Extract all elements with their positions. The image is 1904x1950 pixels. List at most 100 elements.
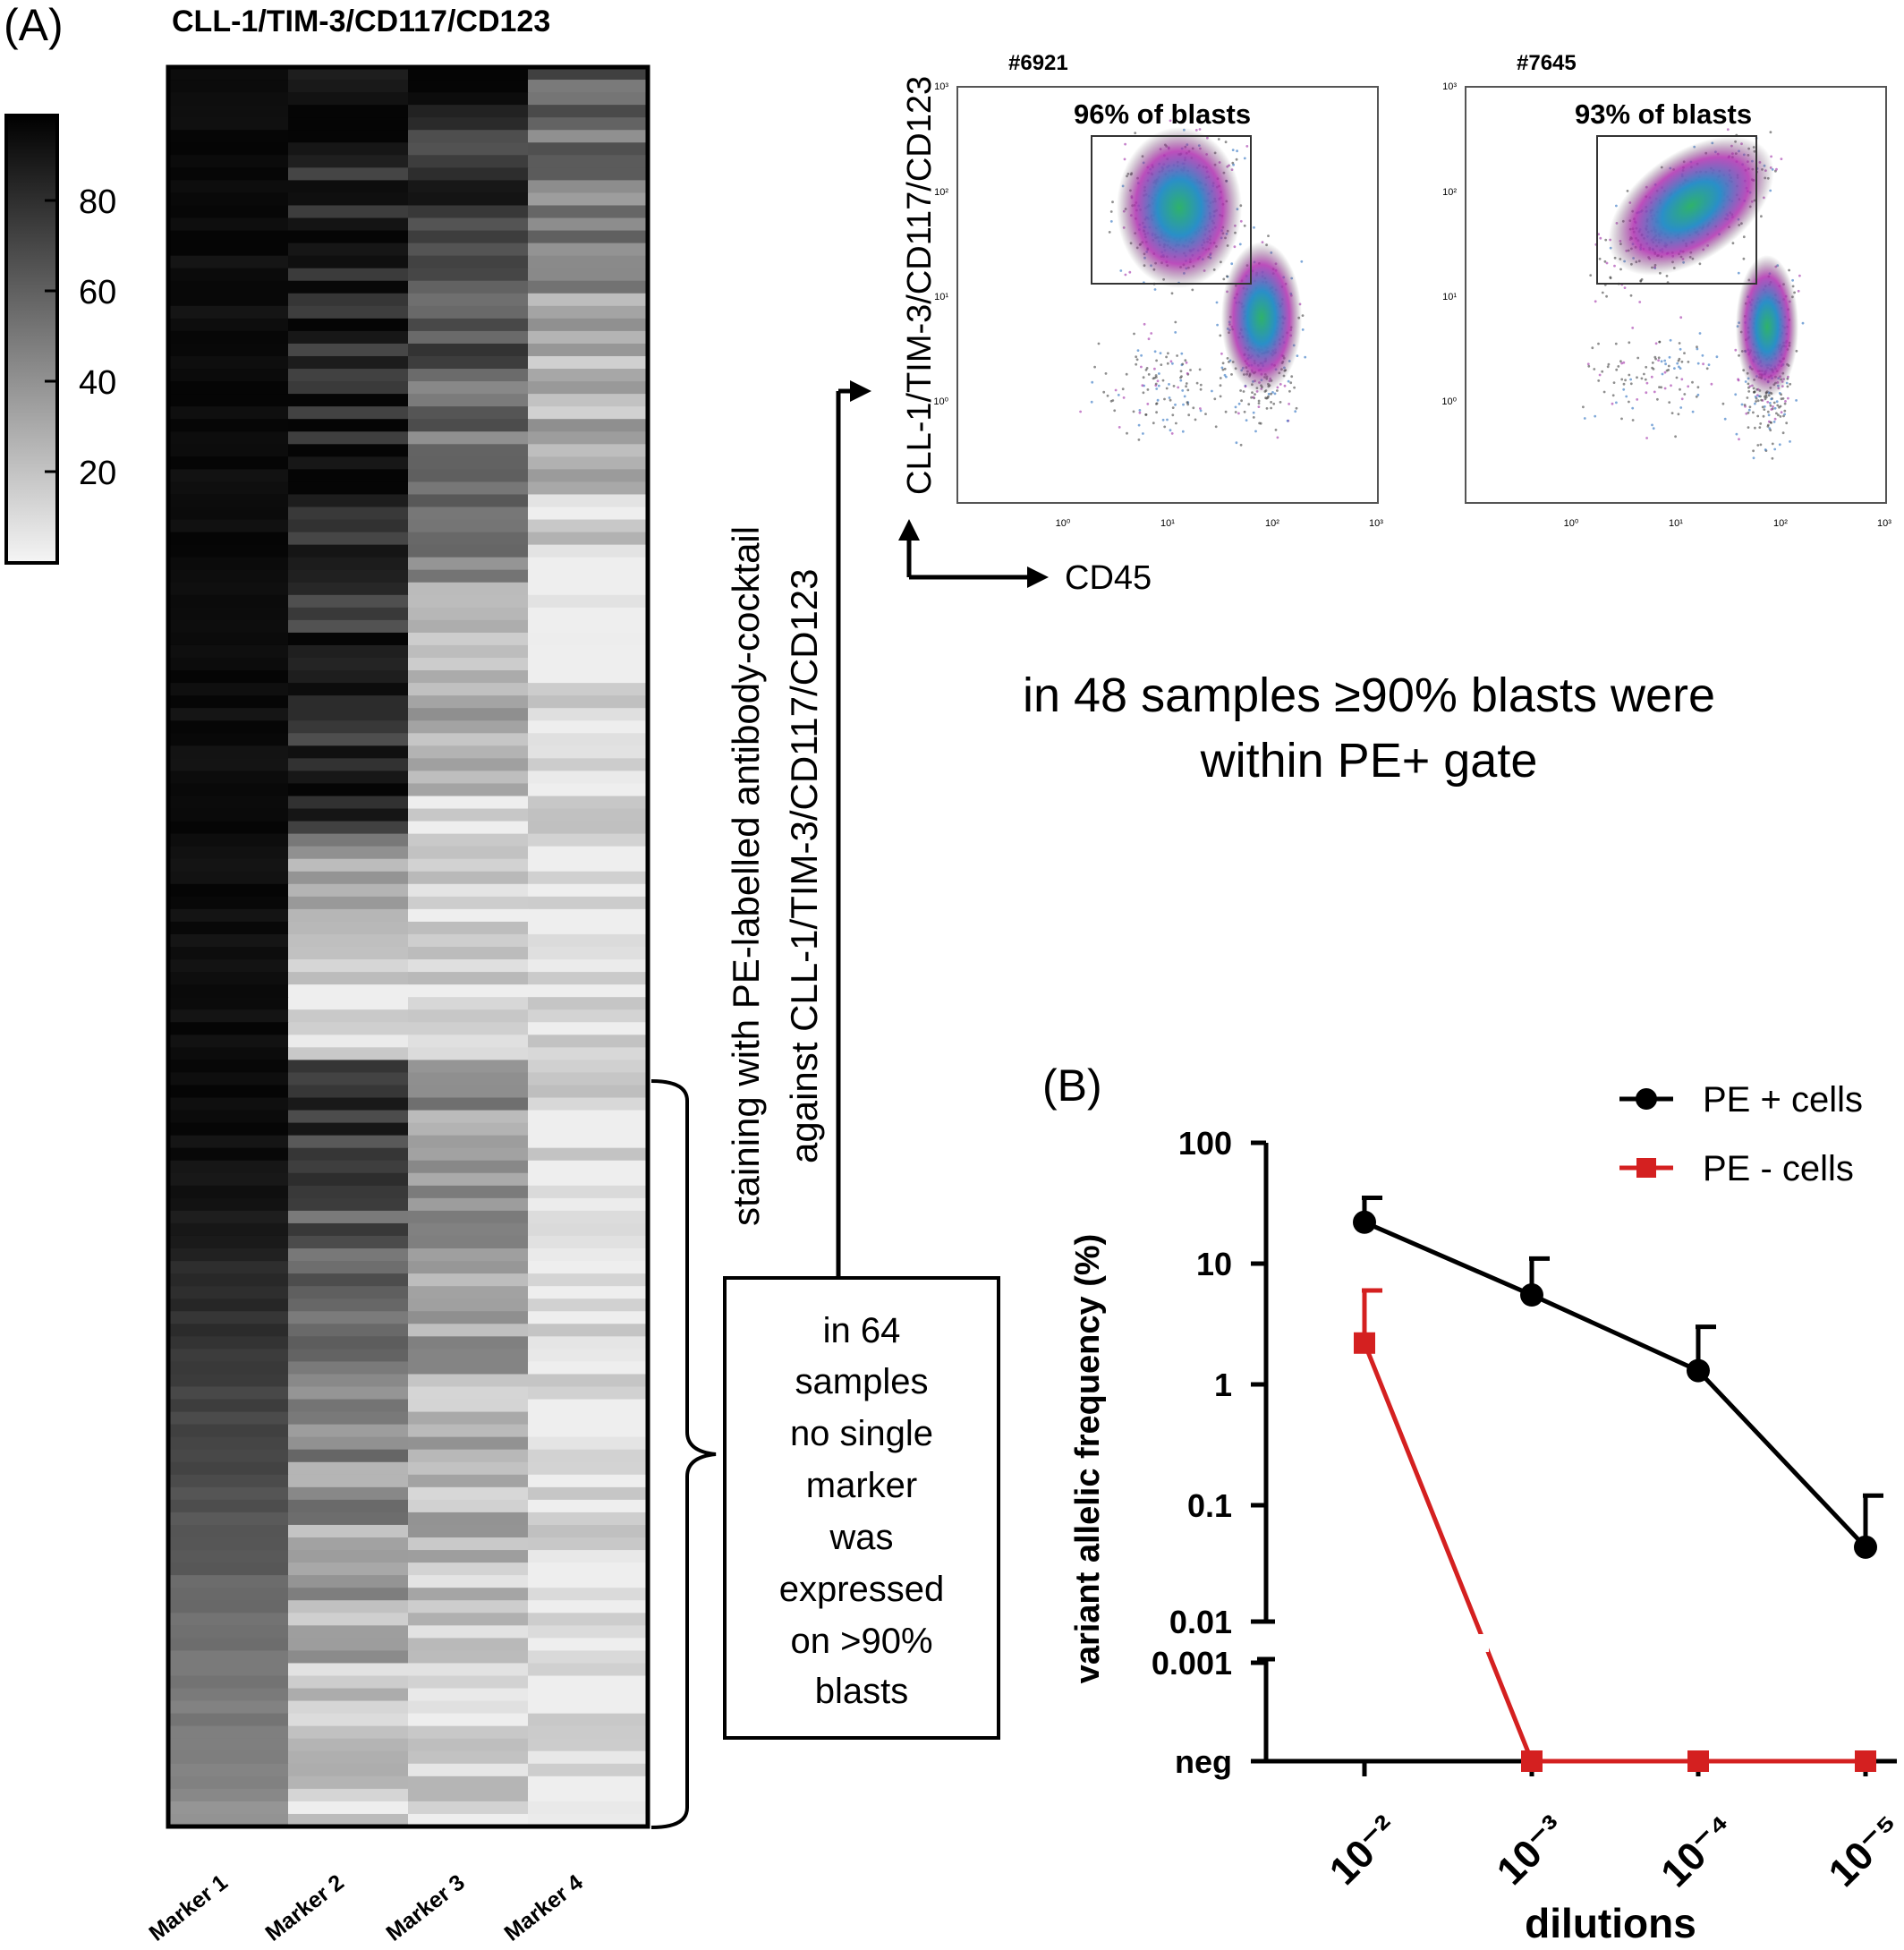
flow-x-axis-label: CD45	[1065, 559, 1152, 597]
heatmap-cell	[528, 1750, 649, 1765]
flow-event-dot	[1695, 395, 1698, 398]
heatmap-cell	[408, 1210, 529, 1224]
flow-event-dot	[1122, 396, 1126, 399]
flow-event-dot	[1698, 332, 1702, 335]
flow-event-dot	[1236, 149, 1238, 153]
flow-event-dot	[1587, 364, 1591, 368]
heatmap-cell	[168, 1349, 289, 1363]
flow-event-dot	[1680, 397, 1684, 401]
heatmap-cell	[408, 619, 529, 634]
flow-event-dot	[1737, 378, 1739, 381]
box-line: blasts	[815, 1672, 909, 1711]
heatmap-cell	[288, 1110, 409, 1124]
heatmap-cell	[168, 745, 289, 759]
blast-population	[1608, 136, 1774, 276]
heatmap-cell	[168, 1550, 289, 1563]
flow-event-dot	[1272, 402, 1276, 405]
flow-event-dot	[1187, 413, 1191, 417]
heatmap-cell	[288, 1763, 409, 1777]
flow-event-dot	[1104, 372, 1108, 375]
heatmap-cell	[408, 858, 529, 873]
heatmap-cell	[288, 330, 409, 345]
flow-event-dot	[1119, 269, 1123, 272]
flow-event-dot	[1628, 400, 1630, 404]
heatmap-cell	[528, 883, 649, 898]
heatmap-cell	[288, 481, 409, 496]
heatmap-cell	[528, 1588, 649, 1601]
heatmap-cell	[168, 1399, 289, 1413]
heatmap-cell	[408, 1625, 529, 1639]
x-tick: 10²	[1773, 518, 1788, 529]
flow-event-dot	[1679, 387, 1681, 391]
heatmap-cell	[288, 268, 409, 282]
flow-event-dot	[1607, 362, 1611, 366]
flow-event-dot	[1257, 405, 1261, 408]
group-bracket	[650, 1079, 717, 1829]
flow-event-dot	[1257, 399, 1261, 403]
flow-event-dot	[1748, 405, 1752, 409]
flow-event-dot	[1240, 399, 1243, 403]
heatmap-cell	[288, 1588, 409, 1601]
heatmap-cell	[528, 1374, 649, 1388]
heatmap-cell	[408, 255, 529, 269]
flow-event-dot	[1734, 348, 1738, 352]
heatmap-cell	[528, 607, 649, 621]
heatmap-cell	[408, 142, 529, 156]
heatmap-cell	[528, 1009, 649, 1023]
heatmap-cell	[408, 318, 529, 332]
heatmap-cell	[168, 507, 289, 521]
flow-event-dot	[1735, 432, 1738, 436]
flow-event-dot	[1589, 274, 1593, 277]
heatmap-cell	[288, 167, 409, 181]
heatmap-cell	[288, 1788, 409, 1802]
heatmap-cell	[288, 683, 409, 696]
heatmap-cell	[408, 1399, 529, 1413]
flow-event-dot	[1184, 359, 1187, 362]
flow-event-dot	[1124, 273, 1127, 277]
flow-event-dot	[1773, 417, 1777, 421]
heatmap-cell	[288, 293, 409, 307]
heatmap-cell	[408, 959, 529, 973]
data-point	[1520, 1283, 1543, 1307]
heatmap-cell	[408, 343, 529, 357]
flow-event-dot	[1153, 288, 1157, 291]
heatmap-cell	[528, 1222, 649, 1237]
y-tick: 10⁰	[933, 396, 948, 407]
heatmap-cell	[528, 1185, 649, 1199]
legend-label: PE + cells	[1703, 1080, 1863, 1120]
heatmap-cell	[168, 142, 289, 156]
heatmap-cell	[528, 67, 649, 81]
heatmap-cell	[528, 1813, 649, 1827]
heatmap-cell	[408, 444, 529, 457]
heatmap-cell	[528, 1738, 649, 1752]
flow-event-dot	[1667, 364, 1670, 368]
flow-event-dot	[1137, 439, 1141, 441]
flow-event-dot	[1663, 387, 1667, 390]
gate-label: 93% of blasts	[1575, 98, 1752, 130]
flow-event-dot	[1168, 383, 1170, 386]
heatmap-cell	[168, 1813, 289, 1827]
heatmap-cell	[288, 1663, 409, 1677]
flow-event-dot	[1181, 430, 1185, 433]
flow-event-dot	[1165, 355, 1168, 359]
heatmap-cell	[288, 933, 409, 948]
heatmap-cell	[288, 117, 409, 131]
heatmap-cell	[408, 1185, 529, 1199]
heatmap-cell	[288, 1336, 409, 1350]
heatmap-cell	[528, 1499, 649, 1513]
heatmap-cell	[288, 1524, 409, 1538]
heatmap-cell	[168, 1524, 289, 1538]
x-axis-title: dilutions	[1525, 1900, 1696, 1946]
heatmap-cell	[168, 1563, 289, 1576]
heatmap-cell	[528, 230, 649, 244]
heatmap-cell	[288, 1299, 409, 1312]
y-tick: 10¹	[934, 292, 948, 302]
heatmap-cell	[528, 192, 649, 207]
heatmap-cell	[168, 883, 289, 898]
heatmap-cell	[408, 708, 529, 721]
flow-event-dot	[1615, 368, 1619, 371]
heatmap-cell	[528, 343, 649, 357]
flow-event-dot	[1773, 406, 1777, 410]
heatmap-cell	[168, 833, 289, 847]
